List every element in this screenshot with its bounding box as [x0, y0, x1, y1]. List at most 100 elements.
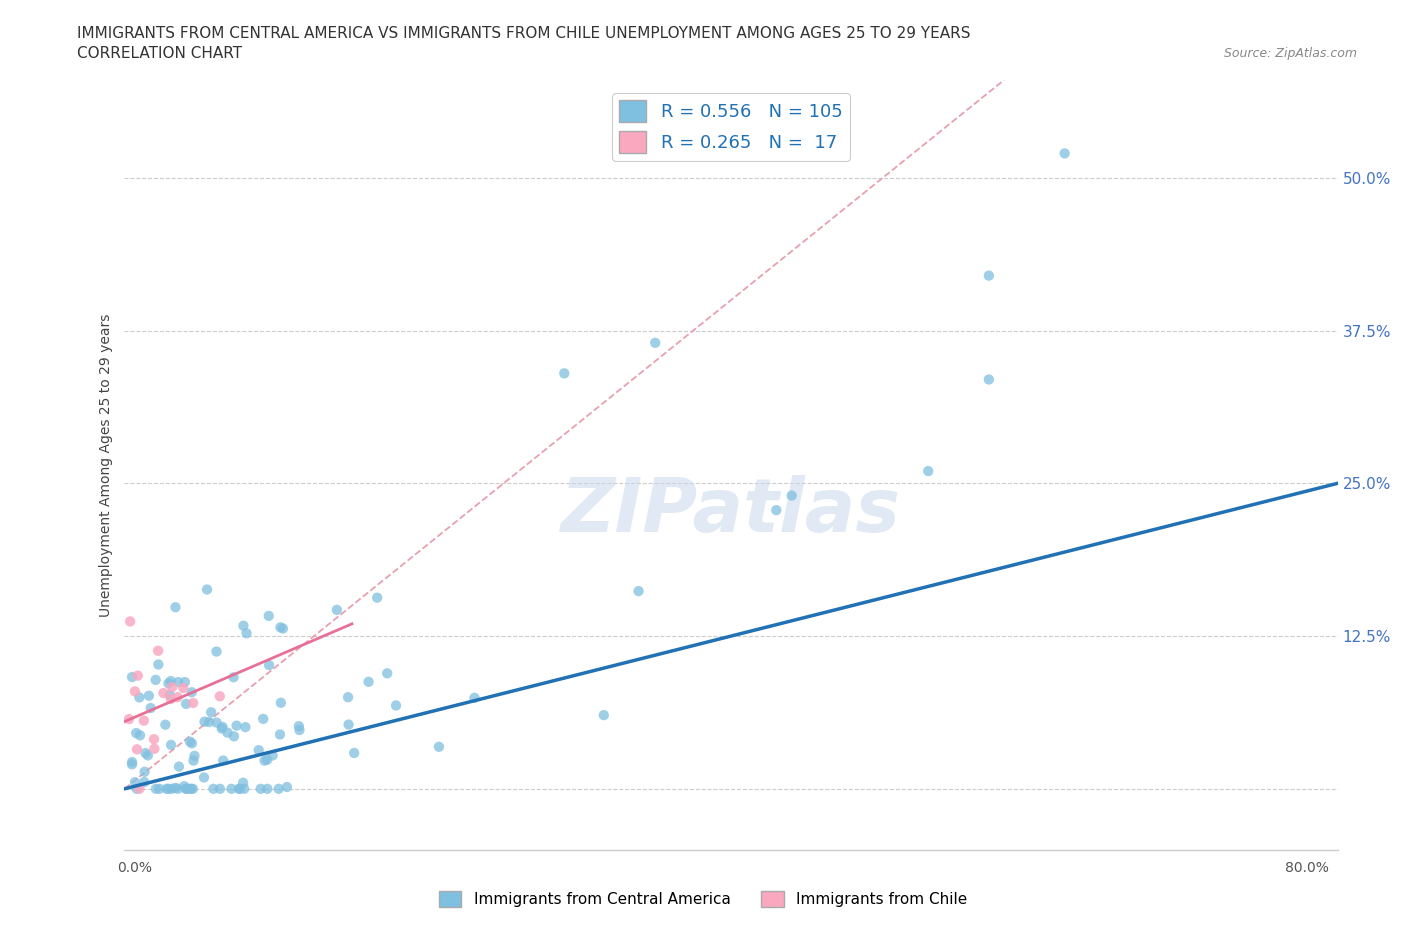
Point	[180, 736, 202, 751]
Point	[160, 692, 183, 707]
Point	[427, 739, 450, 754]
Point	[156, 781, 179, 796]
Point	[780, 488, 803, 503]
Point	[644, 336, 666, 351]
Point	[225, 718, 247, 733]
Point	[160, 737, 183, 752]
Point	[247, 743, 270, 758]
Legend: R = 0.556   N = 105, R = 0.265   N =  17: R = 0.556 N = 105, R = 0.265 N = 17	[612, 93, 849, 161]
Point	[174, 697, 197, 711]
Text: CORRELATION CHART: CORRELATION CHART	[77, 46, 242, 61]
Point	[143, 741, 166, 756]
Point	[134, 775, 156, 790]
Point	[143, 732, 166, 747]
Point	[172, 681, 194, 696]
Point	[463, 690, 485, 705]
Point	[121, 670, 143, 684]
Point	[212, 753, 235, 768]
Point	[148, 657, 170, 671]
Point	[148, 781, 170, 796]
Point	[179, 734, 201, 749]
Point	[165, 780, 187, 795]
Point	[179, 781, 201, 796]
Point	[202, 781, 225, 796]
Text: Source: ZipAtlas.com: Source: ZipAtlas.com	[1223, 46, 1357, 60]
Point	[124, 684, 146, 698]
Point	[136, 748, 159, 763]
Point	[233, 781, 256, 796]
Point	[288, 723, 311, 737]
Point	[288, 719, 311, 734]
Point	[157, 781, 180, 796]
Point	[256, 752, 278, 767]
Point	[217, 725, 239, 740]
Point	[139, 700, 162, 715]
Point	[124, 775, 146, 790]
Point	[167, 759, 190, 774]
Point	[193, 714, 215, 729]
Point	[366, 591, 388, 605]
Point	[174, 781, 197, 796]
Point	[269, 727, 291, 742]
Point	[337, 717, 360, 732]
Point	[221, 781, 243, 796]
Point	[228, 781, 250, 796]
Point	[276, 779, 298, 794]
Point	[627, 584, 650, 599]
Point	[917, 464, 939, 479]
Point	[222, 729, 245, 744]
Point	[165, 600, 187, 615]
Point	[205, 644, 228, 659]
Text: 80.0%: 80.0%	[1285, 861, 1329, 875]
Point	[183, 753, 205, 768]
Point	[208, 689, 231, 704]
Text: 0.0%: 0.0%	[117, 861, 152, 875]
Point	[121, 757, 143, 772]
Point	[257, 658, 280, 672]
Text: IMMIGRANTS FROM CENTRAL AMERICA VS IMMIGRANTS FROM CHILE UNEMPLOYMENT AMONG AGES: IMMIGRANTS FROM CENTRAL AMERICA VS IMMIG…	[77, 26, 970, 41]
Y-axis label: Unemployment Among Ages 25 to 29 years: Unemployment Among Ages 25 to 29 years	[100, 313, 114, 617]
Point	[128, 690, 150, 705]
Point	[180, 781, 202, 796]
Point	[1053, 146, 1076, 161]
Point	[343, 746, 366, 761]
Point	[198, 714, 221, 729]
Point	[127, 668, 149, 683]
Point	[134, 746, 156, 761]
Point	[269, 620, 291, 635]
Point	[167, 674, 190, 689]
Point	[208, 781, 231, 796]
Point	[235, 626, 257, 641]
Point	[120, 614, 142, 629]
Point	[271, 621, 294, 636]
Point	[195, 582, 218, 597]
Point	[160, 781, 183, 796]
Point	[145, 672, 167, 687]
Point	[121, 754, 143, 769]
Point	[128, 781, 150, 796]
Point	[193, 770, 215, 785]
Point	[145, 781, 167, 796]
Point	[173, 674, 195, 689]
Point	[134, 764, 156, 779]
Point	[125, 781, 148, 796]
Point	[166, 781, 188, 796]
Point	[270, 696, 292, 711]
Point	[125, 742, 148, 757]
Text: ZIPatlas: ZIPatlas	[561, 474, 901, 548]
Point	[152, 685, 174, 700]
Point	[118, 711, 141, 726]
Point	[592, 708, 614, 723]
Point	[181, 781, 204, 796]
Point	[253, 753, 276, 768]
Point	[267, 781, 290, 796]
Point	[211, 720, 233, 735]
Point	[138, 688, 160, 703]
Point	[159, 687, 181, 702]
Point	[252, 711, 274, 726]
Point	[200, 705, 222, 720]
Point	[180, 684, 202, 699]
Legend: Immigrants from Central America, Immigrants from Chile: Immigrants from Central America, Immigra…	[433, 884, 973, 913]
Point	[132, 713, 155, 728]
Point	[159, 673, 181, 688]
